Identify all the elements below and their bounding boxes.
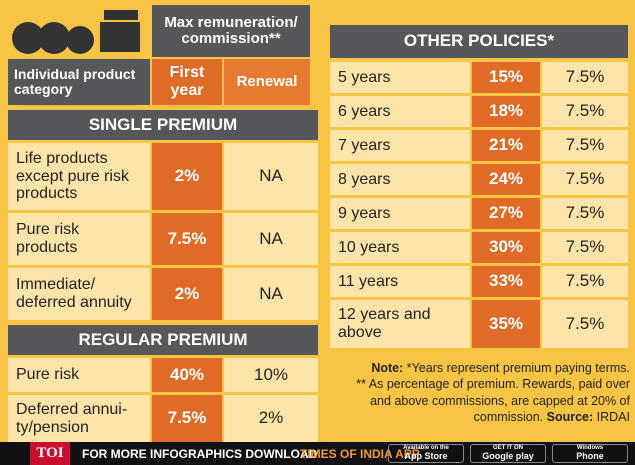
term: 9 years xyxy=(330,198,470,229)
renewal-rate: 7.5% xyxy=(542,232,628,263)
renewal-rate: 7.5% xyxy=(542,62,628,93)
product-name: Deferred annui- ty/pension xyxy=(8,395,150,442)
term: 6 years xyxy=(330,96,470,127)
product-name: Pure risk xyxy=(8,358,150,392)
first-year-rate: 33% xyxy=(472,266,540,297)
note-text: *Years represent premium paying terms. xyxy=(406,361,630,375)
badge-small: GET IT ON xyxy=(493,445,523,452)
badge-small: Windows xyxy=(576,445,604,452)
app-badge: Windows Phone xyxy=(552,444,628,463)
term: 5 years xyxy=(330,62,470,93)
renewal-rate: 7.5% xyxy=(542,198,628,229)
term: 10 years xyxy=(330,232,470,263)
footer: TOI FOR MORE INFOGRAPHICS DOWNLOAD TIMES… xyxy=(0,442,635,465)
renewal-rate: NA xyxy=(224,268,318,320)
first-year-rate: 30% xyxy=(472,232,540,263)
product-name: Life products except pure risk products xyxy=(8,143,150,210)
badge-name: Phone xyxy=(576,450,604,461)
renewal-rate: 7.5% xyxy=(542,266,628,297)
logo: TOI xyxy=(30,442,70,465)
first-year-rate: 24% xyxy=(472,164,540,195)
first-year-rate: 7.5% xyxy=(152,213,222,265)
first-year-header: First year xyxy=(152,59,222,105)
renewal-rate: 10% xyxy=(224,358,318,392)
term: 7 years xyxy=(330,130,470,161)
term: 12 years and above xyxy=(330,300,470,348)
first-year-rate: 40% xyxy=(152,358,222,392)
renewal-rate: 7.5% xyxy=(542,164,628,195)
first-year-rate: 2% xyxy=(152,268,222,320)
product-name: Pure risk products xyxy=(8,213,150,265)
badge-name: App Store xyxy=(404,450,448,461)
first-year-rate: 21% xyxy=(472,130,540,161)
money-icons xyxy=(12,10,140,54)
app-badge: GET IT ON Google play xyxy=(470,444,546,463)
badge-small: Available on the xyxy=(403,445,449,452)
first-year-rate: 7.5% xyxy=(152,395,222,442)
section-title: SINGLE PREMIUM xyxy=(8,110,318,140)
product-name: Immediate/ deferred annuity xyxy=(8,268,150,320)
note-label: Note: xyxy=(371,361,404,375)
note: Note: *Years represent premium paying te… xyxy=(332,360,630,425)
source-label: Source: xyxy=(546,409,594,424)
footer-text: FOR MORE INFOGRAPHICS DOWNLOAD xyxy=(82,447,318,461)
renewal-rate: 7.5% xyxy=(542,130,628,161)
first-year-rate: 2% xyxy=(152,143,222,210)
renewal-rate: NA xyxy=(224,213,318,265)
app-badge: Available on the App Store xyxy=(388,444,464,463)
note-text: ** As percentage of premium. Rewards, pa… xyxy=(356,377,630,424)
section-title: REGULAR PREMIUM xyxy=(8,325,318,355)
first-year-rate: 18% xyxy=(472,96,540,127)
renewal-rate: 2% xyxy=(224,395,318,442)
renewal-header: Renewal xyxy=(224,59,310,105)
column-group-header: Max remuneration/ commission** xyxy=(152,5,310,57)
renewal-rate: 7.5% xyxy=(542,300,628,348)
first-year-rate: 35% xyxy=(472,300,540,348)
term: 8 years xyxy=(330,164,470,195)
section-title: OTHER POLICIES* xyxy=(330,25,628,58)
badge-name: Google play xyxy=(482,450,534,461)
category-header: Individual product category xyxy=(8,59,150,105)
source: IRDAI xyxy=(596,409,630,424)
first-year-rate: 27% xyxy=(472,198,540,229)
first-year-rate: 15% xyxy=(472,62,540,93)
renewal-rate: NA xyxy=(224,143,318,210)
renewal-rate: 7.5% xyxy=(542,96,628,127)
term: 11 years xyxy=(330,266,470,297)
footer-app: TIMES OF INDIA APP xyxy=(300,447,420,461)
